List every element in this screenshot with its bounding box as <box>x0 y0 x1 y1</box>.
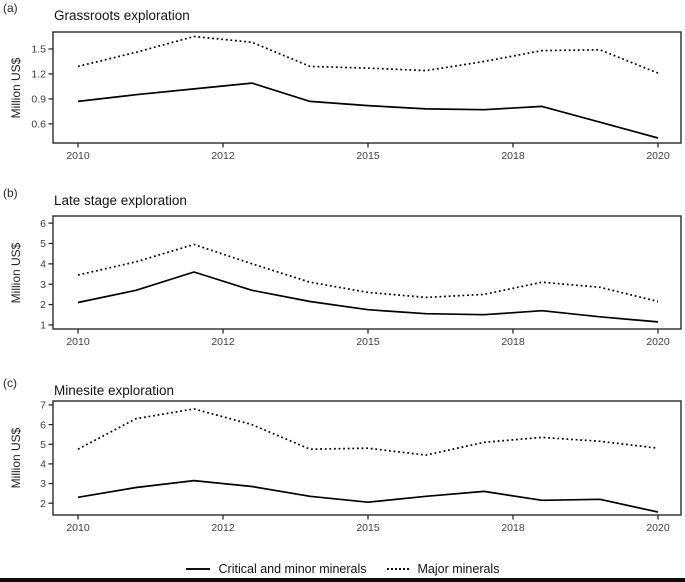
svg-text:3: 3 <box>40 478 46 490</box>
chart-grassroots-exploration: (a) Grassroots exploration Million US$ 0… <box>0 0 685 175</box>
svg-text:5: 5 <box>40 238 46 250</box>
svg-text:2: 2 <box>40 498 46 510</box>
dotted-line-swatch-icon <box>386 568 409 570</box>
svg-text:2018: 2018 <box>501 522 525 534</box>
chart-title-grassroots: Grassroots exploration <box>54 8 190 23</box>
panel-letter-c: (c) <box>3 376 17 390</box>
svg-text:2015: 2015 <box>356 336 380 348</box>
svg-text:4: 4 <box>40 459 46 471</box>
svg-text:7: 7 <box>40 400 46 412</box>
svg-text:2015: 2015 <box>356 150 380 162</box>
chart-title-late-stage: Late stage exploration <box>54 193 187 208</box>
chart-late-stage-exploration: (b) Late stage exploration Million US$ 1… <box>0 185 685 360</box>
svg-text:1.5: 1.5 <box>31 44 46 56</box>
plot-area-c: 2 3 4 5 6 7 2010 2012 2015 2018 2020 <box>40 400 682 534</box>
svg-text:2010: 2010 <box>66 336 90 348</box>
svg-text:2015: 2015 <box>356 522 380 534</box>
svg-text:2010: 2010 <box>66 150 90 162</box>
svg-text:0.9: 0.9 <box>31 94 46 106</box>
svg-text:4: 4 <box>40 259 46 271</box>
legend: Critical and minor minerals Major minera… <box>0 556 685 582</box>
svg-text:2018: 2018 <box>501 150 525 162</box>
svg-text:2012: 2012 <box>211 150 235 162</box>
svg-text:2020: 2020 <box>646 336 670 348</box>
svg-text:2018: 2018 <box>501 336 525 348</box>
svg-text:5: 5 <box>40 439 46 451</box>
svg-text:6: 6 <box>40 419 46 431</box>
solid-line-swatch-icon <box>185 568 210 570</box>
svg-text:0.6: 0.6 <box>31 119 46 131</box>
svg-text:2010: 2010 <box>66 522 90 534</box>
panel-letter-a: (a) <box>3 1 18 15</box>
svg-text:2: 2 <box>40 299 46 311</box>
legend-item-critical-minor: Critical and minor minerals <box>185 562 367 576</box>
legend-label-critical-minor: Critical and minor minerals <box>218 562 367 576</box>
svg-text:2020: 2020 <box>646 150 670 162</box>
svg-text:6: 6 <box>40 218 46 230</box>
plot-area-a: 0.6 0.9 1.2 1.5 2010 2012 2015 2018 2020 <box>31 31 682 162</box>
svg-text:1.2: 1.2 <box>31 69 46 81</box>
svg-text:1: 1 <box>40 320 46 332</box>
svg-text:2012: 2012 <box>211 336 235 348</box>
legend-label-major: Major minerals <box>417 562 500 576</box>
svg-text:3: 3 <box>40 279 46 291</box>
chart-title-minesite: Minesite exploration <box>54 383 175 398</box>
bottom-rule <box>0 578 685 582</box>
plot-area-b: 1 2 3 4 5 6 2010 2012 2015 2018 2020 <box>40 215 682 348</box>
legend-item-major: Major minerals <box>386 562 500 576</box>
svg-text:2020: 2020 <box>646 522 670 534</box>
panel-letter-b: (b) <box>3 186 18 200</box>
svg-text:2012: 2012 <box>211 522 235 534</box>
